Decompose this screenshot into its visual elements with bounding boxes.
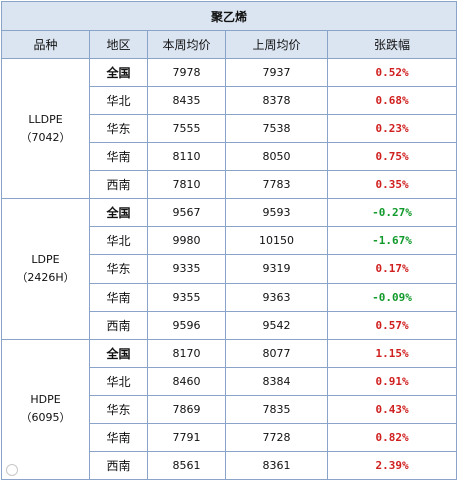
last-week-price-cell: 8361 [225,450,328,481]
region-cell: 西南 [89,170,148,200]
product-cell: HDPE （6095） [1,338,90,481]
last-week-price-cell: 9542 [225,310,328,340]
this-week-price-cell: 8435 [147,86,226,116]
table-row: 华南 8110 8050 0.75% [2,142,458,172]
watermark [6,464,18,476]
this-week-price-cell: 7791 [147,422,226,452]
table-row: 西南 7810 7783 0.35% [2,170,458,200]
region-cell: 华北 [89,366,148,396]
region-cell: 华东 [89,394,148,424]
table-row: 华北 8435 8378 0.68% [2,86,458,116]
table-body: LLDPE （7042） 全国 7978 7937 0.52% 华北 8435 8378 0.68… [1,57,458,481]
region-cell: 华北 [89,226,148,256]
region-cell: 全国 [89,198,148,228]
header-product: 品种 [1,30,90,59]
product-cell: LLDPE （7042） [1,57,90,200]
table-row: 西南 9596 9542 0.57% [2,310,458,340]
last-week-price-cell: 8050 [225,142,328,172]
change-cell: -1.67% [326,226,458,256]
header-this-week: 本周均价 [147,30,226,59]
this-week-price-cell: 9567 [147,198,226,228]
change-cell: 0.82% [326,422,458,452]
this-week-price-cell: 7869 [147,394,226,424]
product-grade: （2426H） [16,270,75,284]
last-week-price-cell: 9593 [225,198,328,228]
last-week-price-cell: 10150 [225,226,328,256]
this-week-price-cell: 8110 [147,142,226,172]
this-week-price-cell: 7555 [147,114,226,144]
this-week-price-cell: 8170 [147,338,226,368]
table-row: 华北 9980 10150 -1.67% [2,226,458,256]
table-title-row: 聚乙烯 [0,1,458,31]
this-week-price-cell: 9335 [147,254,226,284]
region-cell: 华南 [89,282,148,312]
region-cell: 西南 [89,450,148,481]
header-region: 地区 [89,30,148,59]
product-name: LLDPE [28,112,63,126]
change-cell: 1.15% [326,338,458,368]
change-cell: -0.27% [326,198,458,228]
last-week-price-cell: 7538 [225,114,328,144]
region-cell: 华东 [89,254,148,284]
table-row: 华南 7791 7728 0.82% [2,422,458,452]
region-cell: 华北 [89,86,148,116]
table-row: 华东 7555 7538 0.23% [2,114,458,144]
this-week-price-cell: 8561 [147,450,226,481]
region-cell: 华南 [89,142,148,172]
table-row: 西南 8561 8361 2.39% [2,450,458,481]
this-week-price-cell: 7978 [147,57,226,88]
last-week-price-cell: 9363 [225,282,328,312]
last-week-price-cell: 7937 [225,57,328,88]
last-week-price-cell: 8378 [225,86,328,116]
last-week-price-cell: 8077 [225,338,328,368]
region-cell: 全国 [89,338,148,368]
change-cell: 0.43% [326,394,458,424]
table-row: LLDPE （7042） 全国 7978 7937 0.52% [1,57,458,200]
last-week-price-cell: 7835 [225,394,328,424]
last-week-price-cell: 9319 [225,254,328,284]
change-cell: 0.68% [326,86,458,116]
region-cell: 全国 [89,57,148,88]
this-week-price-cell: 9980 [147,226,226,256]
change-cell: 0.23% [326,114,458,144]
change-cell: 0.57% [326,310,458,340]
this-week-price-cell: 9596 [147,310,226,340]
change-cell: 2.39% [326,450,458,481]
this-week-price-cell: 8460 [147,366,226,396]
change-cell: 0.35% [326,170,458,200]
region-cell: 西南 [89,310,148,340]
product-grade: （7042） [20,130,71,144]
table-row: HDPE （6095） 全国 8170 8077 1.15% [1,338,458,481]
change-cell: 0.75% [326,142,458,172]
last-week-price-cell: 7783 [225,170,328,200]
table-header-row: 品种 地区 本周均价 上周均价 张跌幅 [1,30,458,59]
header-change: 张跌幅 [326,30,458,59]
weibo-logo-icon [6,464,18,476]
this-week-price-cell: 9355 [147,282,226,312]
header-last-week: 上周均价 [225,30,328,59]
region-cell: 华东 [89,114,148,144]
product-name: LDPE [31,252,60,266]
table-row: 华东 9335 9319 0.17% [2,254,458,284]
table-title: 聚乙烯 [0,1,458,31]
change-cell: 0.52% [326,57,458,88]
this-week-price-cell: 7810 [147,170,226,200]
change-cell: 0.17% [326,254,458,284]
table-row: 华南 9355 9363 -0.09% [2,282,458,312]
last-week-price-cell: 7728 [225,422,328,452]
table-row: LDPE （2426H） 全国 9567 9593 -0.27% [1,198,458,340]
product-name: HDPE [30,393,61,407]
region-cell: 华南 [89,422,148,452]
change-cell: 0.91% [326,366,458,396]
change-cell: -0.09% [326,282,458,312]
product-cell: LDPE （2426H） [1,198,90,340]
product-grade: （6095） [20,411,71,425]
last-week-price-cell: 8384 [225,366,328,396]
